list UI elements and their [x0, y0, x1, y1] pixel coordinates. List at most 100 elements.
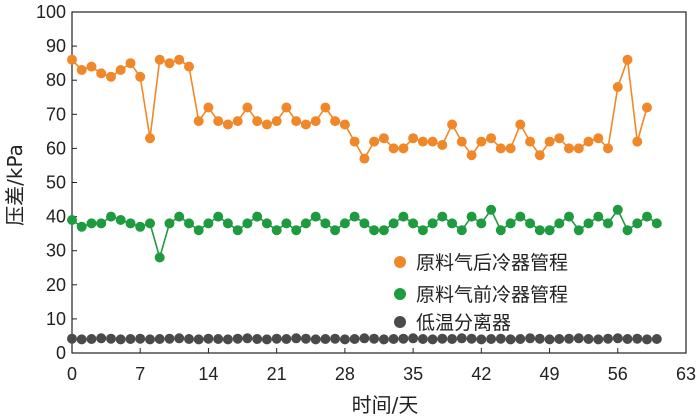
y-tick-label: 90 — [46, 36, 66, 56]
y-tick-label: 70 — [46, 104, 66, 124]
data-point — [125, 218, 136, 229]
data-point — [213, 116, 224, 127]
data-point — [495, 225, 506, 236]
data-point — [76, 221, 87, 232]
data-point — [300, 333, 311, 344]
data-point — [642, 211, 652, 222]
data-point — [359, 333, 370, 344]
x-tick-label: 14 — [198, 364, 218, 384]
data-point — [369, 333, 380, 344]
x-tick-label: 7 — [135, 364, 145, 384]
data-point — [544, 136, 555, 147]
data-point — [125, 334, 136, 344]
data-point — [456, 333, 467, 344]
data-point — [174, 333, 185, 344]
y-tick-label: 80 — [46, 70, 66, 90]
data-point — [174, 211, 185, 222]
data-point — [486, 204, 497, 215]
data-point — [271, 116, 282, 127]
data-point — [525, 218, 536, 229]
x-tick-label: 35 — [403, 364, 423, 384]
data-point — [583, 334, 594, 344]
data-point — [515, 211, 526, 222]
data-point — [544, 225, 555, 236]
data-point — [96, 68, 107, 79]
data-point — [242, 333, 253, 344]
data-point — [86, 61, 97, 72]
data-point — [447, 119, 458, 130]
y-tick-label: 40 — [46, 207, 66, 227]
data-point — [603, 333, 613, 344]
data-point — [427, 136, 438, 147]
data-point — [612, 82, 623, 92]
data-point — [369, 136, 380, 147]
data-point — [252, 116, 263, 127]
data-point — [115, 65, 126, 75]
data-point — [330, 225, 341, 236]
x-axis-title: 时间/天 — [352, 393, 419, 417]
data-point — [164, 218, 175, 229]
data-point — [339, 218, 350, 229]
data-point — [408, 218, 419, 229]
legend-marker — [394, 316, 406, 328]
data-point — [193, 116, 204, 127]
y-tick-label: 50 — [46, 173, 66, 193]
data-point — [145, 133, 155, 144]
data-point — [242, 102, 253, 113]
data-point — [554, 334, 565, 344]
data-point — [349, 334, 360, 344]
data-point — [495, 333, 506, 344]
series-line — [71, 58, 648, 161]
data-point — [76, 334, 87, 345]
data-point — [486, 334, 497, 344]
data-point — [222, 119, 233, 130]
data-point — [632, 136, 643, 147]
data-point — [67, 54, 77, 65]
data-point — [515, 334, 526, 344]
x-tick-label: 63 — [676, 364, 696, 384]
data-point — [564, 333, 574, 344]
data-point — [291, 116, 302, 127]
data-point — [320, 218, 331, 229]
data-point — [203, 102, 214, 113]
data-point — [310, 211, 321, 222]
data-point — [349, 211, 360, 222]
data-point — [203, 333, 214, 344]
data-point — [300, 218, 311, 229]
data-point — [651, 334, 662, 344]
data-point — [456, 225, 467, 236]
data-point — [612, 333, 623, 344]
series-1 — [67, 54, 652, 164]
data-point — [300, 119, 311, 130]
data-point — [525, 333, 536, 344]
data-point — [281, 218, 292, 229]
data-point — [495, 143, 506, 154]
data-point — [115, 215, 126, 225]
legend-label: 低温分离器 — [416, 312, 511, 334]
legend-marker — [394, 288, 406, 300]
data-point — [554, 218, 565, 229]
data-point — [573, 143, 584, 154]
x-tick-label: 42 — [471, 364, 491, 384]
data-point — [398, 143, 409, 154]
y-tick-label: 100 — [36, 2, 66, 22]
data-point — [593, 334, 604, 345]
data-point — [76, 65, 87, 75]
data-point — [447, 218, 458, 229]
data-point — [359, 218, 370, 229]
axes: 0 7 14 21 28 35 42 49 56 63 0 10 20 30 40 50 60 70 80 90 100 — [36, 2, 696, 384]
data-point — [193, 334, 204, 345]
data-point — [67, 333, 77, 344]
data-point — [125, 58, 136, 69]
data-point — [222, 334, 233, 345]
data-point — [388, 334, 399, 344]
data-point — [554, 133, 565, 144]
data-point — [106, 333, 116, 344]
data-point — [651, 218, 662, 229]
x-tick-label: 28 — [335, 364, 355, 384]
x-tick-label: 0 — [67, 364, 77, 384]
data-point — [417, 225, 428, 236]
data-point — [291, 333, 302, 344]
data-point — [203, 218, 214, 229]
